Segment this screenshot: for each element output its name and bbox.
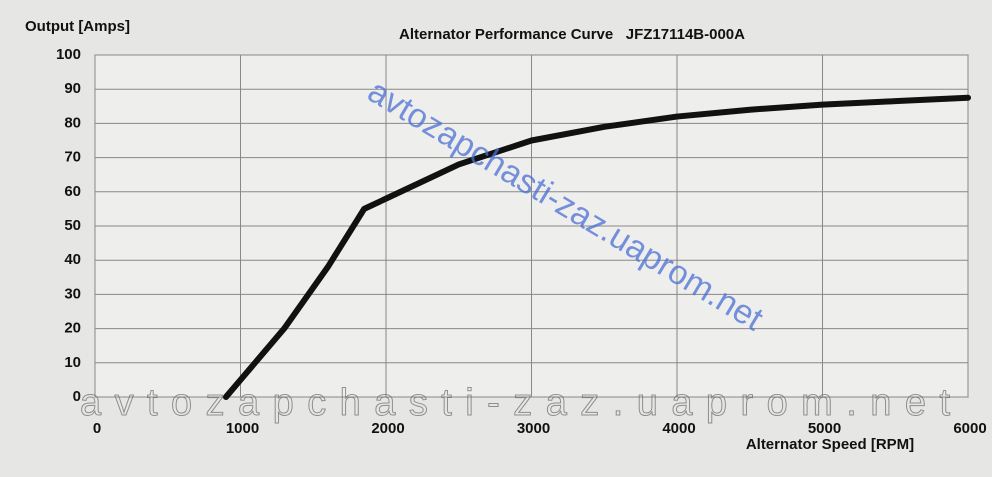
- y-tick-label: 60: [64, 183, 81, 200]
- x-tick-label: 2000: [371, 420, 404, 437]
- x-tick-label: 6000: [953, 420, 986, 437]
- x-tick-label: 5000: [808, 420, 841, 437]
- line: [222, 94, 971, 400]
- x-tick-label: 0: [93, 420, 101, 437]
- y-tick-label: 100: [56, 46, 81, 63]
- y-tick-label: 90: [64, 80, 81, 97]
- y-tick-label: 20: [64, 320, 81, 337]
- y-tick-label: 30: [64, 285, 81, 302]
- y-tick-label: 50: [64, 217, 81, 234]
- x-tick-label: 3000: [517, 420, 550, 437]
- x-tick-label: 1000: [226, 420, 259, 437]
- y-tick-label: 10: [64, 354, 81, 371]
- x-tick-label: 4000: [662, 420, 695, 437]
- y-tick-label: 0: [73, 388, 81, 405]
- chart-title: Alternator Performance Curve JFZ17114B-0…: [399, 26, 745, 43]
- y-tick-label: 70: [64, 149, 81, 166]
- y-tick-label: 40: [64, 251, 81, 268]
- y-axis-label: Output [Amps]: [25, 18, 130, 35]
- watermark: avtozapchasti-zaz.uaprom.net: [80, 382, 950, 424]
- x-axis-label: Alternator Speed [RPM]: [746, 436, 914, 453]
- y-tick-label: 80: [64, 114, 81, 131]
